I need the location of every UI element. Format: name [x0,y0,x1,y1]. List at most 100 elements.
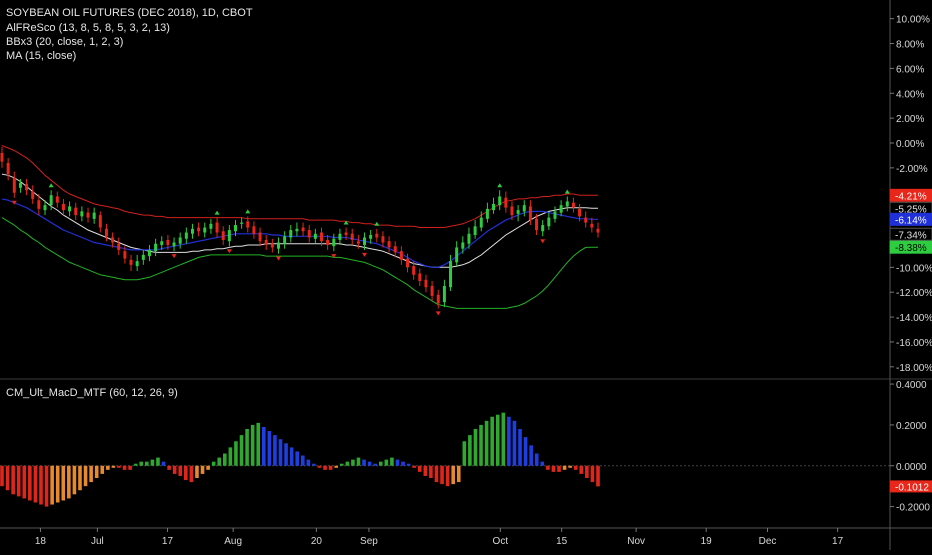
macd-bar [100,465,105,474]
macd-bar [211,461,216,466]
candle-body [221,231,225,240]
candle-body [332,238,336,247]
candle-body [252,226,256,234]
fractal-down-marker [435,311,441,316]
candle-body [381,236,385,243]
candle-body [246,221,250,228]
macd-bar [540,461,545,466]
macd-bar [468,435,472,466]
macd-bar [351,459,355,466]
macd-bar [78,465,82,491]
candle-body [283,236,287,244]
candle-body [584,217,588,223]
macd-bar [245,429,249,466]
fractal-up-marker [214,210,220,215]
macd-bar [189,465,194,483]
candle-body [264,239,268,245]
price-tick-label: -10.00% [896,263,932,274]
macd-bar [417,465,422,472]
candle-body [522,205,526,212]
macd-bar [590,465,595,483]
macd-tick-label: 0.4000 [896,380,927,391]
macd-bar [451,465,455,485]
macd-bar [445,465,450,487]
price-tag-label: -4.21% [895,191,927,202]
macd-bar [111,465,116,468]
candle-body [344,232,348,236]
macd-tick-label: 0.0000 [896,462,927,473]
candle-body [123,251,127,259]
macd-bar [0,465,4,487]
candle-body [363,237,367,245]
price-tag-box [889,240,932,254]
macd-bar [579,465,584,474]
macd-bar [228,447,233,466]
macd-bar [557,465,561,472]
macd-bar [551,465,556,472]
candle-body [172,242,176,247]
candle-body [313,233,317,239]
candle-body [406,258,410,268]
candle-body [227,230,231,242]
candle-body [442,285,446,303]
candle-body [270,243,274,248]
macd-bar [72,465,77,495]
time-tick-label: Oct [493,536,509,547]
macd-bar [362,459,366,466]
macd-tag-label: -0.1012 [895,482,929,493]
macd-bar [117,465,121,468]
time-tick-label: 19 [701,536,713,547]
price-tick-label: -18.00% [896,363,932,374]
macd-bar [150,459,155,466]
candle-body [430,285,434,296]
macd-bar [501,412,506,466]
macd-bar [161,461,166,466]
fractal-down-marker [331,254,337,259]
time-tick-label: Dec [759,536,777,547]
fractal-up-marker [497,183,503,188]
candle-body [295,228,299,232]
price-tick-label: 8.00% [896,40,924,51]
symbol-title[interactable]: SOYBEAN OIL FUTURES (DEC 2018), 1D, CBOT [6,7,253,19]
upper-band-inner [2,155,598,257]
macd-bar [250,424,255,466]
macd-bar [317,465,322,468]
candle-body [31,191,35,199]
candle-body [55,196,59,203]
candle-body [436,294,440,304]
macd-bar [39,465,43,505]
candle-body [393,246,397,253]
macd-bar [295,451,300,466]
candle-body [68,206,72,212]
macd-tag-box [890,480,932,493]
candle-body [86,212,90,218]
fractal-down-marker [11,200,17,205]
macd-bar [323,465,327,470]
time-tick-label: Nov [627,536,645,547]
fractal-down-marker [171,254,177,259]
candle-body [25,184,29,191]
macd-bar [195,465,199,478]
indicator-macd-label[interactable]: CM_Ult_MacD_MTF (60, 12, 26, 9) [6,387,178,399]
candle-body [301,227,305,232]
macd-bar [456,465,461,483]
macd-bar [523,437,528,466]
macd-bar [495,414,500,466]
indicator-bbx3-label[interactable]: BBx3 (20, close, 1, 2, 3) [6,36,124,48]
candle-body [178,237,182,244]
time-tick-label: 15 [556,536,568,547]
candle-body [455,247,459,263]
indicator-ma-label[interactable]: MA (15, close) [6,50,77,62]
price-tag-label: -5.25% [895,204,927,215]
macd-bar [200,465,205,474]
macd-bar [33,465,38,503]
macd-bar [278,439,283,466]
macd-bar [473,429,478,466]
candle-body [135,261,139,267]
candle-body [209,223,213,229]
macd-bar [28,465,32,501]
price-tick-label: 0.00% [896,139,924,150]
candle-body [160,241,164,245]
indicator-alfresco-label[interactable]: AlFReSco (13, 8, 5, 8, 5, 3, 2, 13) [6,22,170,34]
